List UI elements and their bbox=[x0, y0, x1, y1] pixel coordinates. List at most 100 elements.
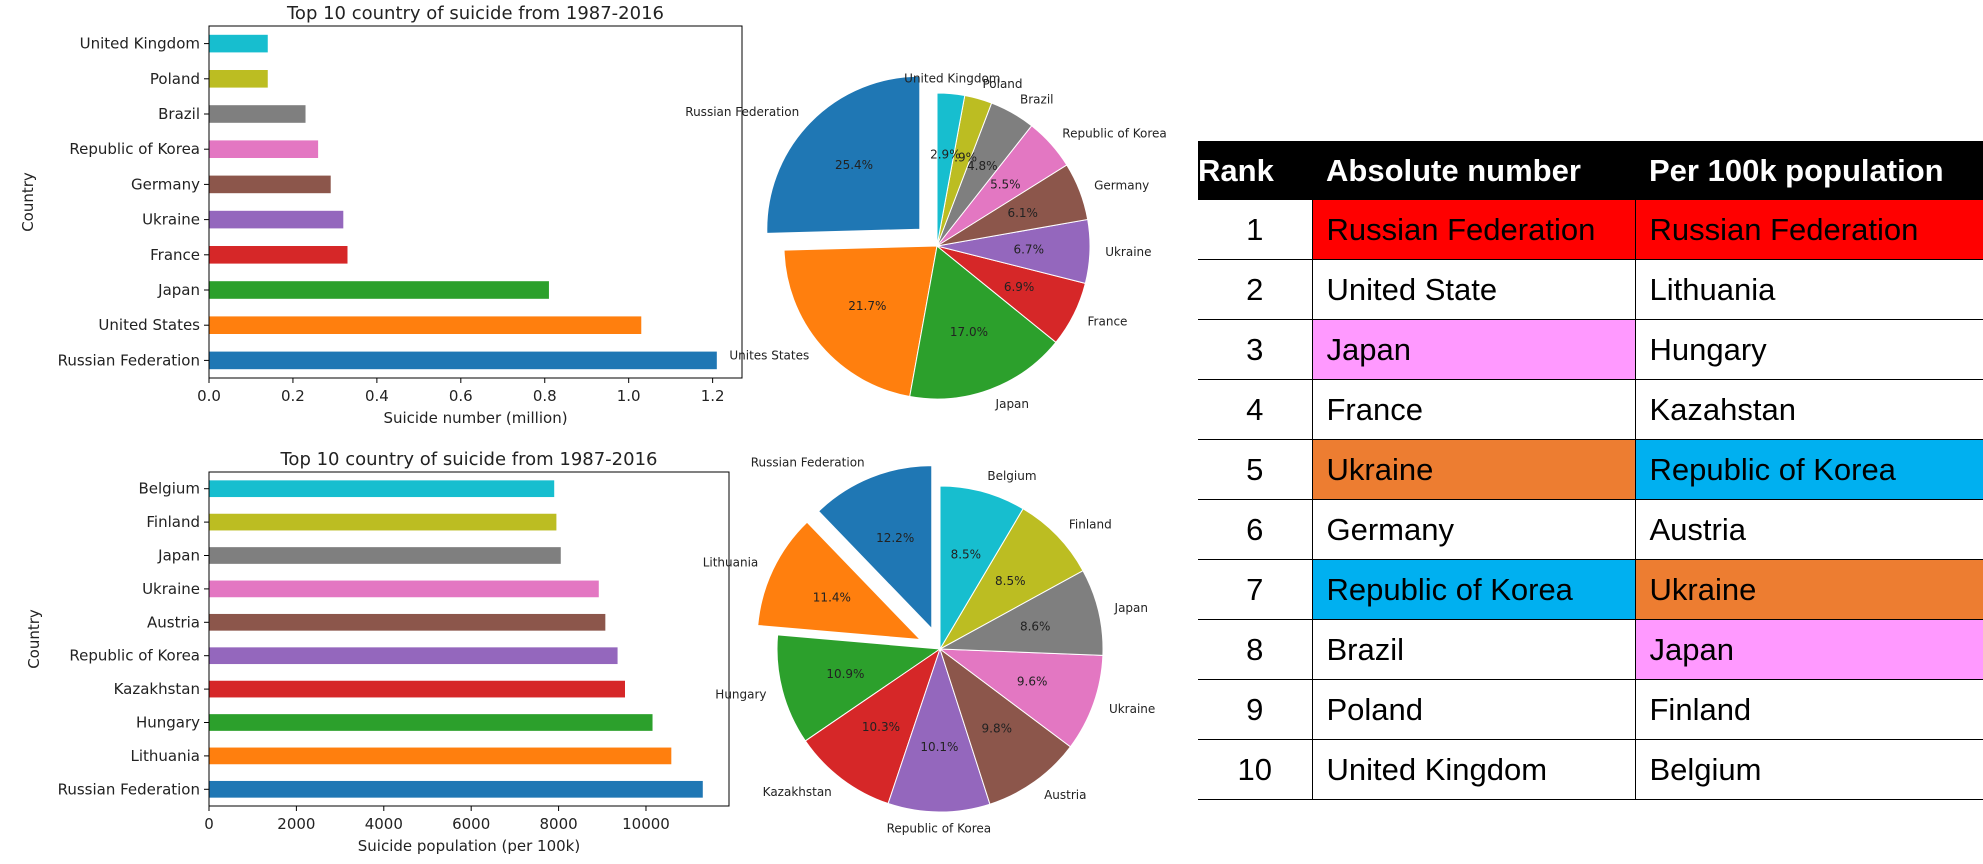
pie-value-label: 10.9% bbox=[826, 667, 864, 681]
bar-france bbox=[209, 246, 348, 264]
per-100k-cell: Lithuania bbox=[1634, 259, 1983, 320]
absolute-number-cell: Russian Federation bbox=[1311, 200, 1635, 260]
y-tick-label: Kazakhstan bbox=[114, 680, 200, 698]
pie-category-label: Japan bbox=[995, 397, 1029, 411]
y-tick-label: Austria bbox=[147, 613, 200, 631]
pie-category-label: Lithuania bbox=[703, 555, 759, 569]
pie-slice-belgium bbox=[939, 485, 1024, 651]
table-row: 7 Republic of Korea Ukraine bbox=[1198, 559, 1983, 620]
pie-slice-kazakhstan bbox=[804, 647, 941, 805]
pie-category-label: Russian Federation bbox=[685, 105, 799, 119]
x-axis-label: Suicide number (million) bbox=[383, 409, 567, 427]
table-row: 9 Poland Finland bbox=[1198, 679, 1983, 740]
per-100k-cell: Belgium bbox=[1634, 739, 1983, 800]
y-tick-label: France bbox=[150, 246, 200, 264]
table-row: 6 Germany Austria bbox=[1198, 499, 1983, 560]
per-100k-cell: Finland bbox=[1634, 679, 1983, 740]
x-tick-label: 0.2 bbox=[281, 387, 305, 405]
pie-slice-hungary bbox=[776, 634, 942, 742]
rank-cell: 6 bbox=[1198, 499, 1312, 560]
chart-title: Top 10 country of suicide from 1987-2016 bbox=[280, 449, 658, 470]
pie-category-label: Japan bbox=[1114, 601, 1148, 615]
header-rank: Rank bbox=[1198, 141, 1312, 200]
y-axis-label: Country bbox=[19, 172, 37, 232]
rank-cell: 9 bbox=[1198, 679, 1312, 740]
pie-value-label: 21.7% bbox=[848, 299, 886, 313]
pie-category-label: Hungary bbox=[715, 687, 766, 701]
rank-cell: 2 bbox=[1198, 259, 1312, 320]
bar-russian-federation bbox=[209, 351, 717, 370]
bar-ukraine bbox=[209, 210, 344, 229]
pie-category-label: Germany bbox=[1094, 179, 1149, 193]
header-absolute-number: Absolute number bbox=[1312, 141, 1635, 200]
pie-category-label: Ukraine bbox=[1109, 702, 1155, 716]
bar-republic-of-korea bbox=[209, 140, 319, 158]
per-100k-cell: Kazahstan bbox=[1634, 379, 1983, 440]
absolute-number-cell: Republic of Korea bbox=[1311, 559, 1635, 620]
pie-slice-russian-federation bbox=[817, 465, 933, 630]
x-tick-label: 0.6 bbox=[449, 387, 473, 405]
bar-brazil bbox=[209, 105, 306, 123]
pie-slice-russian-federation bbox=[766, 75, 921, 234]
per-100k-cell: Japan bbox=[1634, 619, 1983, 680]
y-tick-label: United Kingdom bbox=[80, 35, 200, 53]
pie-slice-japan bbox=[909, 245, 1057, 400]
pie-slice-austria bbox=[939, 647, 1072, 805]
pie-category-label: Kazakhstan bbox=[763, 785, 832, 799]
per-100k-cell: Ukraine bbox=[1634, 559, 1983, 620]
pie-value-label: 6.1% bbox=[1007, 206, 1038, 220]
rank-table: Rank Absolute number Per 100k population… bbox=[1198, 141, 1983, 800]
x-tick-label: 4000 bbox=[365, 815, 403, 833]
per-100k-cell: Hungary bbox=[1634, 319, 1983, 380]
y-axis-label: Country bbox=[25, 609, 43, 669]
pie-value-label: 10.1% bbox=[920, 740, 958, 754]
absolute-number-cell: Ukraine bbox=[1311, 439, 1635, 500]
rank-cell: 7 bbox=[1198, 559, 1312, 620]
rank-cell: 1 bbox=[1198, 200, 1312, 260]
pie-slice-republic-of-korea bbox=[887, 647, 991, 813]
absolute-number-cell: Germany bbox=[1311, 499, 1635, 560]
bar-kazakhstan bbox=[209, 680, 625, 698]
table-header-row: Rank Absolute number Per 100k population bbox=[1198, 141, 1983, 200]
y-tick-label: Brazil bbox=[158, 105, 200, 123]
pie-category-label: Ukraine bbox=[1105, 245, 1151, 259]
bar-republic-of-korea bbox=[209, 647, 618, 665]
y-tick-label: Ukraine bbox=[142, 211, 200, 229]
plot-frame bbox=[208, 25, 743, 379]
absolute-number-cell: United Kingdom bbox=[1311, 739, 1635, 800]
per-100k-cell: Austria bbox=[1634, 499, 1983, 560]
bar-russian-federation bbox=[209, 780, 703, 798]
bar-belgium bbox=[209, 480, 555, 498]
y-tick-label: Belgium bbox=[139, 480, 201, 498]
x-tick-label: 0.0 bbox=[197, 387, 221, 405]
bar-austria bbox=[209, 613, 606, 631]
table-row: 4 France Kazahstan bbox=[1198, 379, 1983, 440]
bar-united-kingdom bbox=[209, 34, 268, 53]
pie-category-label: Republic of Korea bbox=[1062, 127, 1167, 141]
table-row: 3 Japan Hungary bbox=[1198, 319, 1983, 380]
bar-hungary bbox=[209, 714, 653, 731]
x-tick-label: 0.4 bbox=[365, 387, 389, 405]
table-row: 10 United Kingdom Belgium bbox=[1198, 739, 1983, 800]
pie-slice-unites-states bbox=[783, 245, 938, 398]
x-tick-label: 2000 bbox=[277, 815, 315, 833]
y-tick-label: Germany bbox=[131, 175, 200, 193]
pie-slice-ukraine bbox=[938, 648, 1104, 748]
bar-poland bbox=[209, 70, 268, 88]
y-tick-label: Japan bbox=[157, 281, 200, 299]
pie-value-label: 4.8% bbox=[967, 159, 998, 173]
pie-slice-finland bbox=[938, 508, 1084, 651]
pie-category-label: Finland bbox=[1069, 517, 1112, 531]
y-tick-label: United States bbox=[98, 316, 200, 334]
x-tick-label: 0 bbox=[204, 815, 214, 833]
pie-value-label: 11.4% bbox=[813, 590, 851, 604]
pie-value-label: 25.4% bbox=[835, 158, 873, 172]
pie-category-label: Poland bbox=[982, 77, 1022, 91]
pie-value-label: 6.9% bbox=[1004, 280, 1035, 294]
y-tick-label: Republic of Korea bbox=[69, 140, 200, 158]
y-tick-label: Russian Federation bbox=[58, 780, 200, 798]
bar-japan bbox=[209, 547, 561, 564]
x-tick-label: 0.8 bbox=[533, 387, 557, 405]
y-tick-label: Ukraine bbox=[142, 580, 200, 598]
